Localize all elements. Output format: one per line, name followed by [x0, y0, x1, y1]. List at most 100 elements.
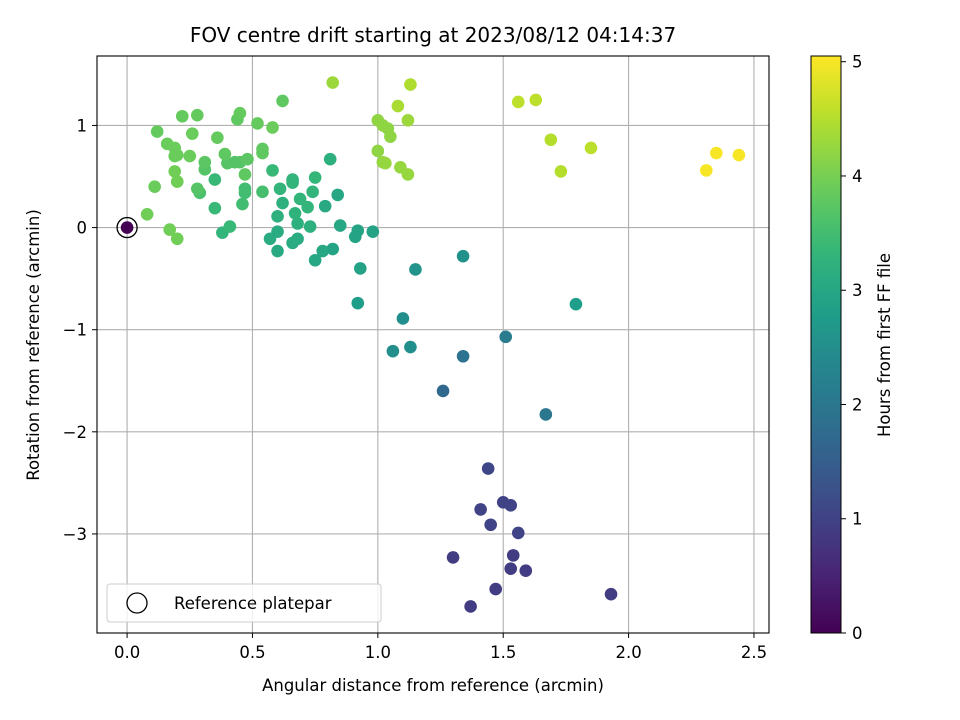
data-point: [308, 171, 322, 184]
data-point: [266, 121, 279, 134]
data-point: [539, 408, 553, 421]
data-point: [371, 144, 385, 158]
data-point: [554, 165, 568, 178]
data-point: [544, 133, 558, 147]
data-point: [256, 142, 269, 156]
x-tick-label: 2.5: [741, 643, 767, 662]
data-point: [273, 182, 287, 196]
data-point: [464, 600, 477, 613]
data-point: [293, 192, 307, 206]
colorbar-label: Hours from first FF file: [875, 253, 894, 437]
data-point: [208, 173, 222, 186]
data-point: [291, 217, 304, 230]
reference-point-ring: [116, 216, 138, 239]
colorbar: 0 1 2 3 4 5 Hours from first FF file: [810, 53, 894, 643]
legend: Reference platepar: [106, 583, 382, 623]
data-point: [409, 263, 422, 276]
data-point: [251, 117, 264, 130]
data-point: [604, 587, 618, 601]
data-point: [198, 155, 212, 169]
y-axis-label: Rotation from reference (arcmin): [24, 209, 43, 481]
data-point: [484, 518, 497, 532]
data-point: [436, 384, 450, 398]
colorbar-tick-label: 0: [852, 624, 863, 643]
data-point: [263, 232, 277, 246]
axis-ticks: 0.0 0.5 1.0 1.5 2.0 2.5 1 0 −1 −2 −3: [63, 116, 767, 662]
data-point: [529, 93, 543, 107]
legend-marker-reference: [126, 592, 148, 614]
x-axis-label: Angular distance from reference (arcmin): [262, 676, 604, 695]
data-point: [481, 462, 495, 475]
data-point: [170, 232, 184, 246]
data-point: [401, 114, 415, 127]
data-point: [396, 312, 410, 325]
x-tick-label: 0.0: [114, 643, 140, 662]
data-point: [238, 168, 252, 181]
data-point: [326, 242, 340, 256]
colorbar-tick-label: 4: [852, 167, 863, 186]
data-point: [140, 207, 154, 221]
x-tick-label: 1.5: [490, 643, 516, 662]
y-tick-label: −1: [63, 321, 87, 340]
data-point: [286, 173, 299, 186]
data-point: [404, 78, 417, 91]
data-point: [288, 206, 302, 220]
data-point: [190, 108, 204, 122]
data-point: [351, 296, 365, 310]
data-point: [331, 188, 345, 202]
data-point: [163, 223, 177, 236]
y-tick-label: 1: [77, 116, 88, 135]
data-point: [391, 99, 405, 113]
data-point: [276, 196, 289, 210]
data-point: [511, 95, 525, 109]
data-point: [271, 244, 284, 258]
data-point: [504, 499, 518, 512]
data-point: [366, 225, 380, 238]
y-tick-label: −3: [63, 525, 87, 544]
data-point: [190, 182, 204, 196]
data-point: [318, 199, 332, 213]
data-point: [266, 164, 279, 177]
data-point: [584, 141, 598, 155]
data-point: [303, 220, 317, 233]
x-tick-label: 2.0: [615, 643, 641, 662]
grid-lines: [97, 56, 769, 633]
legend-label-reference: Reference platepar: [174, 594, 332, 613]
data-point: [168, 165, 182, 178]
data-point: [218, 147, 232, 161]
data-point: [519, 564, 533, 578]
data-point: [379, 156, 392, 170]
data-point: [233, 106, 247, 120]
y-tick-label: 0: [77, 219, 88, 238]
data-point: [301, 200, 314, 214]
data-point: [236, 197, 249, 211]
data-point: [148, 180, 161, 194]
data-point: [710, 146, 723, 160]
chart-title: FOV centre drift starting at 2023/08/12 …: [190, 23, 676, 47]
data-point: [175, 109, 189, 123]
data-point: [384, 130, 397, 143]
data-point: [291, 232, 304, 246]
data-point: [732, 148, 746, 162]
colorbar-ticks: 0 1 2 3 4 5: [841, 53, 863, 643]
data-point: [276, 94, 289, 108]
colorbar-tick-label: 1: [852, 510, 863, 529]
data-point: [446, 551, 460, 564]
data-point: [456, 249, 470, 263]
data-points: [116, 76, 746, 613]
data-point: [185, 127, 199, 140]
data-point: [351, 224, 365, 237]
data-point: [308, 253, 322, 267]
colorbar-tick-label: 5: [852, 53, 863, 72]
data-point: [241, 152, 254, 166]
data-point: [316, 244, 329, 258]
data-point: [499, 330, 513, 344]
colorbar-tick-label: 2: [852, 395, 863, 414]
data-point: [489, 582, 502, 596]
reference-point: [120, 221, 134, 234]
data-point: [211, 131, 224, 144]
data-point: [333, 219, 347, 232]
data-point: [404, 340, 417, 354]
x-tick-label: 1.0: [365, 643, 391, 662]
